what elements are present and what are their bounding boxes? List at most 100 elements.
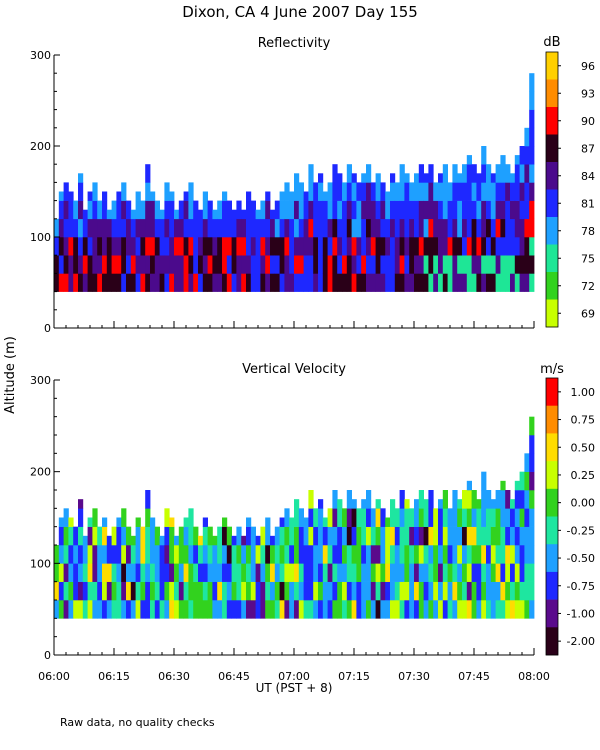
heatmap-cell bbox=[346, 508, 352, 527]
heatmap-cell bbox=[505, 600, 511, 619]
heatmap-cell bbox=[390, 581, 396, 601]
heatmap-cell bbox=[150, 581, 156, 601]
heatmap-cell bbox=[418, 526, 424, 546]
colorbar-swatch bbox=[546, 134, 558, 163]
colorbar-label: 0.75 bbox=[571, 414, 596, 427]
heatmap-cell bbox=[222, 218, 228, 238]
heatmap-cell bbox=[174, 273, 180, 292]
heatmap-cell bbox=[193, 218, 199, 238]
heatmap-cell bbox=[370, 200, 376, 220]
x-tick-label: 08:00 bbox=[518, 670, 550, 683]
x-tick-label: 07:30 bbox=[398, 670, 430, 683]
heatmap-cell bbox=[246, 545, 252, 564]
heatmap-cell bbox=[457, 173, 463, 183]
heatmap-cell bbox=[78, 173, 84, 183]
heatmap-cell bbox=[78, 508, 84, 527]
heatmap-cell bbox=[207, 563, 213, 582]
heatmap-cell bbox=[414, 508, 420, 527]
heatmap-cell bbox=[390, 545, 396, 564]
heatmap-cell bbox=[462, 563, 468, 582]
heatmap-cell bbox=[116, 600, 122, 619]
panel2-title: Vertical Velocity bbox=[242, 362, 346, 377]
heatmap-cell bbox=[135, 600, 141, 619]
heatmap-cell bbox=[447, 563, 453, 582]
heatmap-cell bbox=[351, 499, 357, 509]
heatmap-cell bbox=[476, 173, 482, 183]
heatmap-cell bbox=[529, 526, 535, 546]
heatmap-cell bbox=[63, 563, 69, 582]
heatmap-cell bbox=[279, 526, 285, 546]
heatmap-cell bbox=[471, 182, 477, 201]
heatmap-cell bbox=[452, 200, 458, 220]
colorbar-label: -0.25 bbox=[567, 524, 595, 537]
heatmap-cell bbox=[524, 200, 530, 220]
heatmap-cell bbox=[500, 545, 506, 564]
heatmap-cell bbox=[476, 526, 482, 546]
heatmap-cell bbox=[174, 237, 180, 256]
heatmap-cell bbox=[380, 255, 386, 274]
heatmap-cell bbox=[438, 200, 444, 220]
colorbar-swatch bbox=[546, 244, 558, 273]
heatmap-cell bbox=[322, 200, 328, 220]
reflectivity-colorbar: 96 93 90 87 84 81 78 75 72 69 bbox=[545, 51, 595, 328]
heatmap-cell bbox=[394, 218, 400, 238]
heatmap-cell bbox=[476, 273, 482, 292]
heatmap-cell bbox=[202, 191, 208, 201]
heatmap-cell bbox=[246, 200, 252, 220]
heatmap-cell bbox=[442, 600, 448, 619]
heatmap-cell bbox=[390, 237, 396, 256]
heatmap-cell bbox=[126, 600, 132, 619]
heatmap-cell bbox=[428, 600, 434, 619]
heatmap-cell bbox=[471, 490, 477, 509]
heatmap-cell bbox=[423, 581, 429, 601]
heatmap-cell bbox=[529, 164, 535, 183]
heatmap-cell bbox=[140, 581, 146, 601]
heatmap-cell bbox=[116, 191, 122, 201]
heatmap-cell bbox=[188, 273, 194, 292]
heatmap-cell bbox=[457, 508, 463, 527]
heatmap-cell bbox=[447, 255, 453, 274]
heatmap-cell bbox=[294, 218, 300, 238]
colorbar-label: 0.50 bbox=[571, 441, 596, 454]
heatmap-cell bbox=[366, 218, 372, 238]
heatmap-cell bbox=[447, 273, 453, 292]
heatmap-cell bbox=[428, 164, 434, 183]
heatmap-cell bbox=[207, 200, 213, 220]
heatmap-cell bbox=[390, 563, 396, 582]
heatmap-cell bbox=[342, 581, 348, 601]
heatmap-cell bbox=[476, 563, 482, 582]
heatmap-cell bbox=[54, 273, 60, 292]
heatmap-cell bbox=[102, 563, 108, 582]
heatmap-cell bbox=[222, 517, 228, 527]
heatmap-cell bbox=[514, 164, 520, 183]
heatmap-cell bbox=[294, 200, 300, 220]
heatmap-cell bbox=[500, 200, 506, 220]
colorbar-swatch bbox=[546, 272, 558, 300]
heatmap-cell bbox=[298, 255, 304, 274]
heatmap-cell bbox=[337, 173, 343, 183]
heatmap-cell bbox=[116, 273, 122, 292]
heatmap-cell bbox=[447, 200, 453, 220]
heatmap-cell bbox=[274, 526, 280, 546]
heatmap-cell bbox=[428, 273, 434, 292]
heatmap-cell bbox=[102, 517, 108, 527]
heatmap-cell bbox=[183, 600, 189, 619]
heatmap-cell bbox=[385, 517, 391, 527]
heatmap-cell bbox=[438, 273, 444, 292]
heatmap-cell bbox=[87, 545, 93, 564]
heatmap-cell bbox=[486, 545, 492, 564]
heatmap-cell bbox=[471, 545, 477, 564]
heatmap-cell bbox=[284, 182, 290, 201]
heatmap-cell bbox=[270, 581, 276, 601]
heatmap-cell bbox=[505, 237, 511, 256]
heatmap-cell bbox=[438, 173, 444, 183]
heatmap-cell bbox=[169, 517, 175, 527]
heatmap-cell bbox=[303, 563, 309, 582]
heatmap-cell bbox=[193, 600, 199, 619]
heatmap-cell bbox=[495, 600, 501, 619]
heatmap-cell bbox=[63, 218, 69, 238]
heatmap-cell bbox=[222, 191, 228, 201]
heatmap-cell bbox=[442, 563, 448, 582]
heatmap-cell bbox=[217, 200, 223, 220]
heatmap-cell bbox=[442, 273, 448, 292]
